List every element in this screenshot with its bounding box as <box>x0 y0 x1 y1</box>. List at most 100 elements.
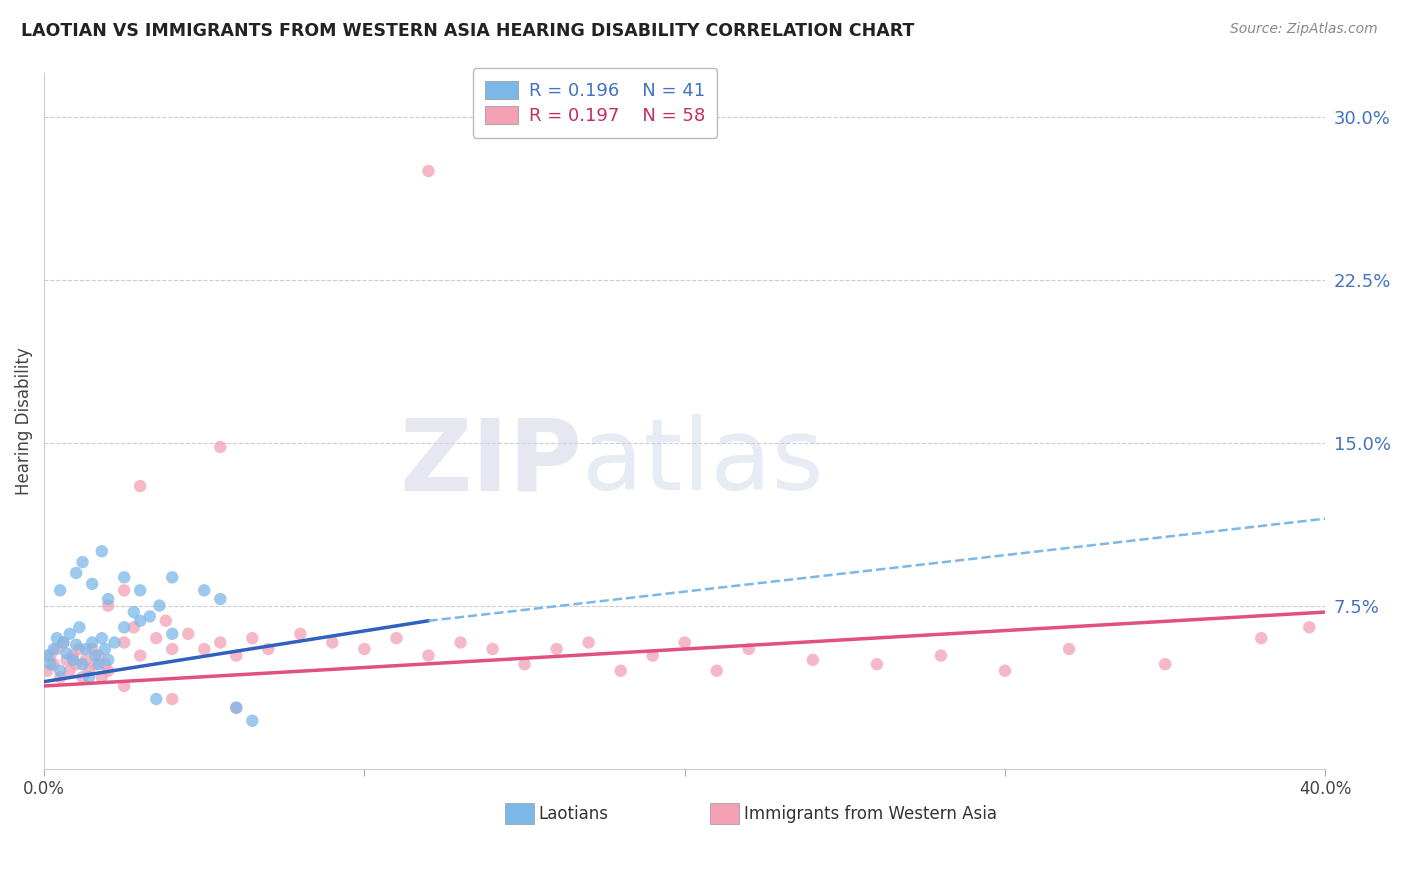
Point <box>75 653 97 667</box>
Point <box>145 631 167 645</box>
Point <box>72 555 94 569</box>
Point <box>45 642 67 657</box>
Point <box>1057 642 1080 657</box>
Point <box>97 664 120 678</box>
Point <box>418 164 440 178</box>
Point <box>129 583 152 598</box>
Point <box>160 570 183 584</box>
Point <box>609 664 631 678</box>
Point <box>87 657 110 672</box>
Point <box>145 692 167 706</box>
Point <box>67 620 90 634</box>
Point <box>160 642 183 657</box>
Point <box>112 635 135 649</box>
Point <box>418 648 440 663</box>
Point <box>59 627 82 641</box>
Point <box>129 479 152 493</box>
Point <box>94 642 117 657</box>
Point <box>209 635 232 649</box>
Point <box>1154 657 1177 672</box>
Point <box>209 440 232 454</box>
Point <box>82 642 104 657</box>
Point <box>37 664 59 678</box>
Point <box>240 714 263 728</box>
Legend: R = 0.196    N = 41, R = 0.197    N = 58: R = 0.196 N = 41, R = 0.197 N = 58 <box>472 69 717 137</box>
Point <box>225 700 247 714</box>
Point <box>112 620 135 634</box>
Point <box>90 670 112 684</box>
Point <box>193 642 215 657</box>
Point <box>225 700 247 714</box>
Point <box>84 648 107 663</box>
Point <box>67 642 90 657</box>
Point <box>77 670 100 684</box>
Point <box>112 570 135 584</box>
Point <box>122 620 145 634</box>
Point <box>148 599 170 613</box>
Y-axis label: Hearing Disability: Hearing Disability <box>15 347 32 495</box>
Point <box>240 631 263 645</box>
Point <box>929 648 952 663</box>
Point <box>65 657 87 672</box>
Point <box>641 648 664 663</box>
Point <box>90 631 112 645</box>
Point <box>55 653 77 667</box>
Point <box>129 614 152 628</box>
Text: Immigrants from Western Asia: Immigrants from Western Asia <box>744 805 997 822</box>
Point <box>62 653 84 667</box>
Point <box>39 657 62 672</box>
Text: LAOTIAN VS IMMIGRANTS FROM WESTERN ASIA HEARING DISABILITY CORRELATION CHART: LAOTIAN VS IMMIGRANTS FROM WESTERN ASIA … <box>21 22 914 40</box>
Point <box>37 648 59 663</box>
Point <box>673 635 696 649</box>
Point <box>45 631 67 645</box>
Point <box>72 670 94 684</box>
Point <box>97 592 120 607</box>
Point <box>546 642 568 657</box>
Point <box>84 657 107 672</box>
Point <box>160 692 183 706</box>
Point <box>1250 631 1272 645</box>
Point <box>65 638 87 652</box>
Point <box>77 664 100 678</box>
Point <box>97 653 120 667</box>
Point <box>75 642 97 657</box>
Point <box>87 648 110 663</box>
Point <box>112 583 135 598</box>
Point <box>450 635 472 649</box>
FancyBboxPatch shape <box>710 804 738 824</box>
Point <box>42 657 65 672</box>
Text: ZIP: ZIP <box>399 414 582 511</box>
Point <box>103 635 125 649</box>
Point <box>160 627 183 641</box>
Point <box>193 583 215 598</box>
Point <box>209 592 232 607</box>
FancyBboxPatch shape <box>505 804 533 824</box>
Point <box>112 679 135 693</box>
Point <box>578 635 600 649</box>
Point <box>225 648 247 663</box>
Point <box>42 642 65 657</box>
Point <box>481 642 503 657</box>
Point <box>82 577 104 591</box>
Point <box>513 657 536 672</box>
Point <box>155 614 177 628</box>
Point <box>122 605 145 619</box>
Point <box>801 653 824 667</box>
Point <box>866 657 889 672</box>
Point <box>62 648 84 663</box>
Point <box>257 642 280 657</box>
Point <box>353 642 375 657</box>
Point <box>90 544 112 558</box>
Point <box>52 635 75 649</box>
Text: atlas: atlas <box>582 414 824 511</box>
Point <box>52 635 75 649</box>
Point <box>49 583 72 598</box>
Point <box>65 566 87 580</box>
Point <box>129 648 152 663</box>
Point <box>385 631 408 645</box>
Point <box>177 627 200 641</box>
Point <box>49 670 72 684</box>
Point <box>1298 620 1320 634</box>
Point <box>290 627 312 641</box>
Point <box>994 664 1017 678</box>
